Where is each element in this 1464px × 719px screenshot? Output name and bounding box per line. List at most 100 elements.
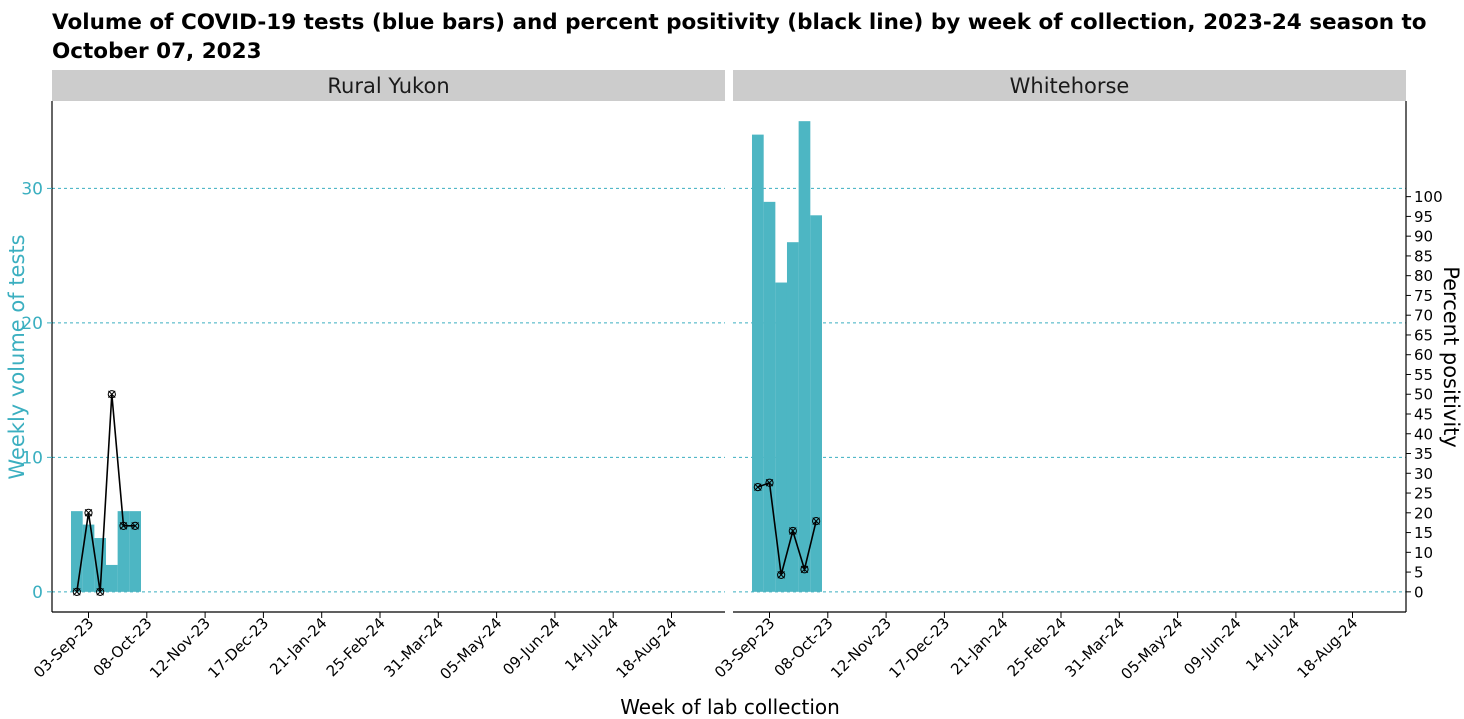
y-tick-label-right: 75 <box>1414 287 1433 305</box>
y-tick-label-right: 95 <box>1414 208 1433 226</box>
marker-circle <box>96 587 105 596</box>
panel-rural-yukon: Rural Yukon 03-Sep-2308-Oct-2312-Nov-2317… <box>21 70 725 683</box>
y-tick-label-right: 55 <box>1414 366 1433 384</box>
marker-cross <box>96 588 104 596</box>
positivity-marker <box>800 565 809 574</box>
facet-strip <box>733 70 1406 101</box>
positivity-marker <box>84 508 93 517</box>
y-axis-title-right: Percent positivity <box>1439 266 1463 448</box>
y-tick-label-right: 25 <box>1414 485 1433 503</box>
y-tick-label-left: 20 <box>21 314 43 334</box>
x-tick-label: 14-Jul-24 <box>561 614 622 675</box>
marker-cross <box>777 571 785 579</box>
marker-circle <box>800 565 809 574</box>
positivity-marker <box>107 390 116 399</box>
y-tick-label-left: 10 <box>21 448 43 468</box>
bar <box>117 511 130 592</box>
y-tick-label-right: 90 <box>1414 228 1433 246</box>
marker-circle <box>84 508 93 517</box>
positivity-marker <box>131 521 140 530</box>
y-tick-label-right: 40 <box>1414 425 1433 443</box>
y-tick-label-left: 30 <box>21 179 43 199</box>
positivity-marker <box>72 587 81 596</box>
marker-cross <box>84 509 93 517</box>
facet-label: Whitehorse <box>1010 74 1130 98</box>
x-tick-label: 08-Oct-23 <box>771 614 837 680</box>
marker-circle <box>812 517 821 526</box>
x-tick-label: 09-Jun-24 <box>1180 614 1245 679</box>
bar <box>751 134 764 592</box>
x-tick-label: 17-Dec-23 <box>885 614 953 682</box>
y-tick-label-right: 5 <box>1414 564 1424 582</box>
bar <box>775 282 788 592</box>
positivity-marker <box>96 587 105 596</box>
x-tick-label: 14-Jul-24 <box>1242 614 1303 675</box>
x-tick-label: 05-May-24 <box>1117 614 1186 683</box>
marker-circle <box>131 521 140 530</box>
x-tick-label: 12-Nov-23 <box>827 614 895 682</box>
bar <box>798 121 811 592</box>
marker-circle <box>753 483 762 492</box>
y-tick-label-right: 60 <box>1414 346 1433 364</box>
x-tick-label: 05-May-24 <box>436 614 505 683</box>
marker-cross <box>73 588 81 596</box>
bar <box>129 511 141 592</box>
facet-strip <box>52 70 725 101</box>
x-tick-label: 03-Sep-23 <box>30 614 97 681</box>
y-tick-label-right: 65 <box>1414 326 1433 344</box>
marker-circle <box>788 526 797 536</box>
y-tick-label-left: 0 <box>32 583 43 603</box>
y-tick-label-right: 50 <box>1414 386 1433 404</box>
positivity-marker <box>753 483 762 492</box>
x-tick-label: 17-Dec-23 <box>204 614 272 682</box>
positivity-line <box>757 481 817 576</box>
chart-title: Volume of COVID-19 tests (blue bars) and… <box>52 10 1427 64</box>
bar <box>763 201 776 592</box>
marker-cross <box>789 527 797 535</box>
bar <box>105 564 118 592</box>
marker-cross <box>765 479 774 487</box>
x-tick-label: 21-Jan-24 <box>947 614 1011 678</box>
y-tick-label-right: 100 <box>1414 188 1443 206</box>
marker-circle <box>119 521 128 530</box>
x-tick-label: 21-Jan-24 <box>266 614 330 678</box>
panels-layer: Rural Yukon03-Sep-2308-Oct-2312-Nov-2317… <box>21 70 1407 683</box>
marker-cross <box>812 517 820 525</box>
y-tick-label-right: 15 <box>1414 524 1433 542</box>
positivity-marker <box>119 521 128 530</box>
positivity-marker <box>777 570 786 579</box>
x-tick-label: 09-Jun-24 <box>499 614 564 679</box>
marker-circle <box>107 390 116 399</box>
y-tick-label-right: 45 <box>1414 406 1433 424</box>
y-axis-title-left: Weekly volume of tests <box>5 234 29 479</box>
bar <box>786 242 799 592</box>
x-tick-label: 03-Sep-23 <box>711 614 778 681</box>
marker-cross <box>131 522 139 530</box>
positivity-marker <box>812 517 821 526</box>
positivity-marker <box>788 526 797 536</box>
bar <box>70 511 83 592</box>
y-tick-label-right: 85 <box>1414 247 1433 265</box>
x-tick-label: 18-Aug-24 <box>1293 614 1361 682</box>
marker-circle <box>765 478 774 487</box>
y-tick-label-right: 80 <box>1414 267 1433 285</box>
facet-label: Rural Yukon <box>327 74 449 98</box>
marker-cross <box>108 390 116 398</box>
y-tick-label-right: 20 <box>1414 504 1433 522</box>
x-tick-label: 18-Aug-24 <box>612 614 680 682</box>
marker-cross <box>800 565 809 574</box>
y-tick-label-right: 35 <box>1414 445 1433 463</box>
bar <box>94 538 107 592</box>
y-tick-label-right: 0 <box>1414 583 1424 601</box>
marker-circle <box>72 587 81 596</box>
bar <box>82 524 95 592</box>
x-axis-title: Week of lab collection <box>620 695 840 719</box>
marker-circle <box>777 570 786 579</box>
positivity-marker <box>765 478 774 487</box>
bar <box>810 215 822 592</box>
right-axis: 0510152025303540455055606570758085909510… <box>1406 188 1443 601</box>
y-tick-label-right: 70 <box>1414 307 1433 325</box>
positivity-line <box>76 394 136 592</box>
marker-cross <box>754 483 762 491</box>
x-tick-label: 25-Feb-24 <box>323 614 389 680</box>
